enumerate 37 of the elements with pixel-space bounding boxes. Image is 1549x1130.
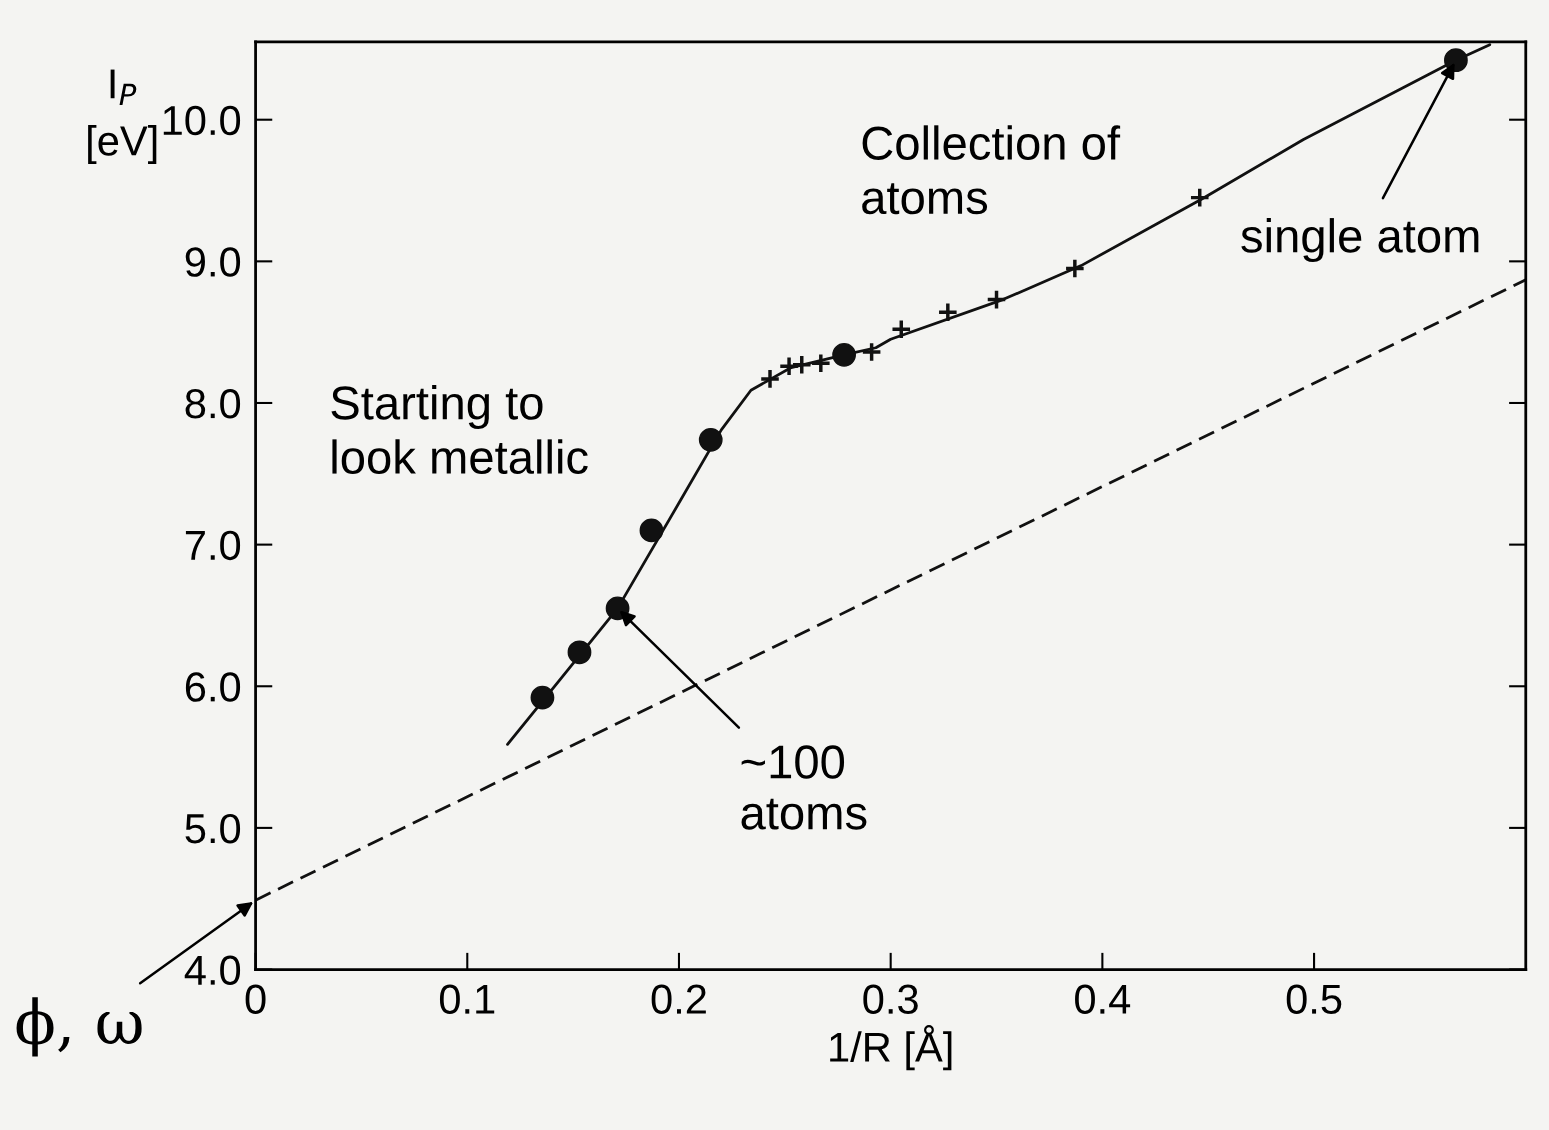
point [861,341,883,363]
point [832,342,856,367]
x-tick-label: 0.2 [651,984,706,1015]
x-tick-label: 0.1 [439,984,495,1015]
point [986,289,1008,311]
point [1189,187,1211,209]
point [1444,48,1468,73]
x-tick-label: 0.5 [1286,984,1342,1015]
point [937,301,959,323]
point [605,596,630,621]
y-tick-label: 6.0 [185,672,241,702]
y-axis-title: I$_{P}$ [eV] [88,69,157,164]
point [759,368,781,390]
annotation: single atom [1241,218,1479,263]
point [1064,257,1086,279]
y-tick-label: 4.0 [184,955,241,986]
y-tick-label: 10.0 [163,105,241,136]
point [778,355,800,377]
point [639,518,664,543]
annotation: Starting to look metallic [331,385,588,475]
point [791,354,813,376]
point [810,352,832,374]
x-tick-label: 0.3 [863,984,918,1015]
annotation: Collection of atoms [862,125,1121,215]
y-tick-label: 5.0 [185,813,241,844]
x-tick-label: 0.4 [1075,984,1131,1015]
point [530,685,555,710]
point [890,318,912,340]
y-tick-label: 7.0 [185,530,241,561]
point [567,640,592,665]
y-tick-label: 8.0 [185,388,241,419]
annotation: ~100 atoms [741,745,867,830]
annotation: ϕ, ω [16,997,142,1057]
x-tick-label: 0 [245,984,266,1015]
point [698,427,723,452]
y-tick-label: 9.0 [185,247,241,277]
x-axis-title: 1/R [Å] [830,1025,952,1071]
